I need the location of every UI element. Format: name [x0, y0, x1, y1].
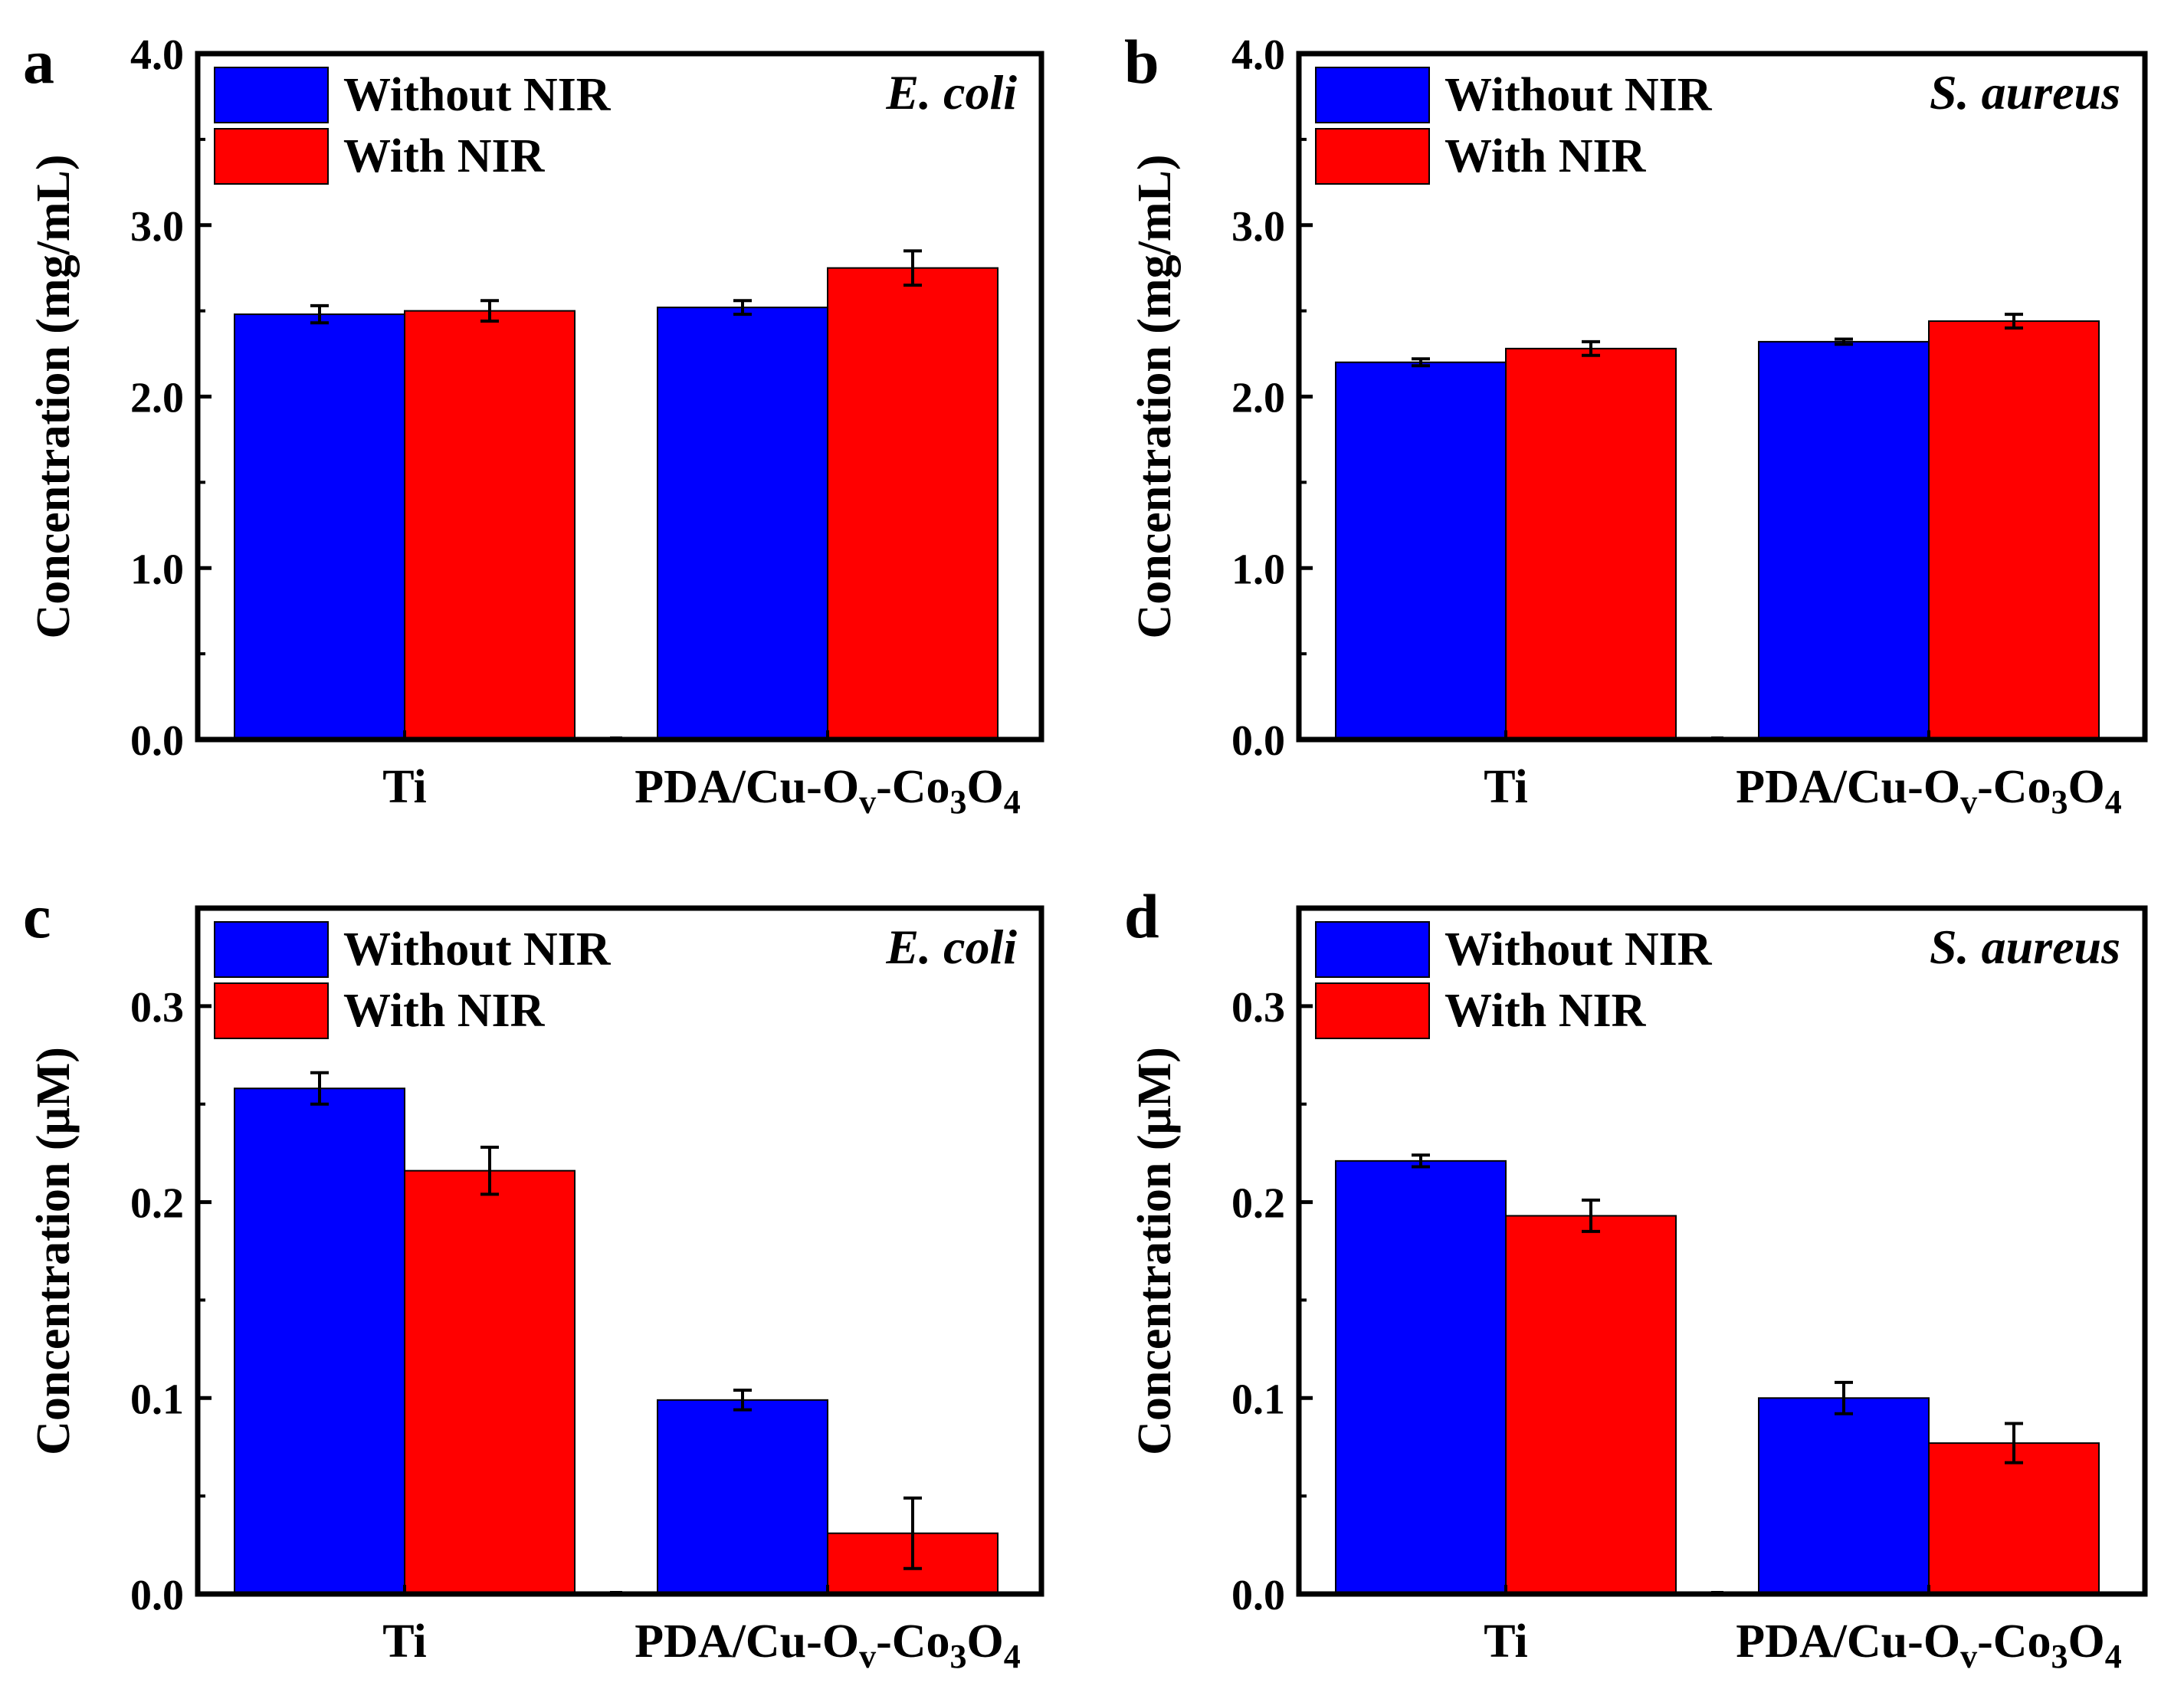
- category-label: PDA/Cu-Ov-Co3O4: [1736, 761, 2121, 821]
- category-label: PDA/Cu-Ov-Co3O4: [635, 761, 1020, 821]
- legend-swatch-with-nir: [1315, 982, 1430, 1039]
- y-axis-title: Concentration (mg/mL): [28, 155, 80, 639]
- legend-swatch-without-nir: [1315, 921, 1430, 978]
- category-label: Ti: [382, 1615, 426, 1668]
- panel-letter: c: [23, 881, 51, 951]
- y-tick-label: 3.0: [130, 203, 184, 251]
- y-tick-label: 2.0: [130, 375, 184, 422]
- y-tick-label: 0.2: [130, 1180, 184, 1228]
- y-tick-label: 0.1: [1231, 1376, 1285, 1423]
- category-label: Ti: [382, 761, 426, 813]
- y-tick-label: 2.0: [1231, 375, 1285, 422]
- bar-without-nir-1: [1758, 340, 1930, 740]
- legend-label-without-nir: Without NIR: [1445, 923, 1713, 976]
- y-axis-title: Concentration (μM): [1129, 1047, 1181, 1455]
- organism-label: E. coli: [885, 920, 1017, 974]
- y-tick-label: 0.3: [130, 984, 184, 1032]
- plot-frame: [195, 51, 1044, 743]
- y-tick-label: 0.0: [130, 717, 184, 765]
- panel-letter: a: [23, 27, 54, 97]
- y-tick-label: 1.0: [1231, 546, 1285, 593]
- organism-label: S. aureus: [1930, 920, 2120, 974]
- y-tick-label: 0.0: [1231, 717, 1285, 765]
- plot-frame: [1296, 905, 2148, 1597]
- category-label: Ti: [1484, 761, 1527, 813]
- legend-label-without-nir: Without NIR: [1445, 69, 1713, 121]
- bar-without-nir-1: [657, 307, 828, 740]
- panel-letter: d: [1124, 881, 1159, 951]
- bar-without-nir-1: [657, 1399, 828, 1596]
- legend-swatch-without-nir: [214, 67, 329, 123]
- organism-label: S. aureus: [1930, 65, 2120, 120]
- legend-label-without-nir: Without NIR: [343, 69, 612, 121]
- bar-without-nir-1: [1758, 1397, 1930, 1596]
- organism-label: E. coli: [885, 65, 1017, 120]
- plot-frame: [195, 905, 1044, 1597]
- legend-swatch-with-nir: [1315, 128, 1430, 185]
- chart-panel-b: b Ti PDA/Cu-Ov-Co3O4 0.0 1.0 2.0 3.0 4.0 Concent…: [1124, 27, 2148, 821]
- bar-with-nir-0: [404, 1169, 576, 1595]
- bar-without-nir-0: [234, 313, 405, 741]
- bar-with-nir-0: [404, 310, 576, 740]
- legend-swatch-without-nir: [1315, 67, 1430, 123]
- bar-with-nir-1: [827, 267, 999, 740]
- bar-with-nir-0: [1505, 1215, 1677, 1595]
- bar-without-nir-0: [234, 1087, 405, 1596]
- bar-without-nir-0: [1335, 1159, 1507, 1596]
- legend-label-with-nir: With NIR: [1445, 985, 1647, 1037]
- bar-without-nir-0: [1335, 361, 1507, 740]
- y-tick-label: 0.3: [1231, 984, 1285, 1032]
- legend-label-with-nir: With NIR: [343, 130, 546, 182]
- y-axis-title: Concentration (μM): [28, 1047, 80, 1455]
- y-tick-label: 4.0: [1231, 31, 1285, 79]
- category-label: Ti: [1484, 1615, 1527, 1668]
- legend-swatch-without-nir: [214, 921, 329, 978]
- legend-label-without-nir: Without NIR: [343, 923, 612, 976]
- category-label: PDA/Cu-Ov-Co3O4: [1736, 1615, 2121, 1675]
- chart-panel-a: a Ti PDA/Cu-Ov-Co3O4 0.0 1.0 2.0 3.0 4.0 Concent…: [23, 27, 1044, 821]
- chart-panel-c: c Ti PDA/Cu-Ov-Co3O4 0.0 0.1 0.2 0.3 Concentrat…: [23, 881, 1044, 1675]
- y-axis-title: Concentration (mg/mL): [1129, 155, 1181, 639]
- y-tick-label: 1.0: [130, 546, 184, 593]
- y-tick-label: 4.0: [130, 31, 184, 79]
- panel-letter: b: [1124, 27, 1159, 97]
- y-tick-label: 0.0: [1231, 1572, 1285, 1619]
- legend-label-with-nir: With NIR: [343, 985, 546, 1037]
- legend-label-with-nir: With NIR: [1445, 130, 1647, 182]
- y-tick-label: 3.0: [1231, 203, 1285, 251]
- y-tick-label: 0.1: [130, 1376, 184, 1423]
- chart-panel-d: d Ti PDA/Cu-Ov-Co3O4 0.0 0.1 0.2 0.3 Concentrat…: [1124, 881, 2148, 1675]
- y-tick-label: 0.2: [1231, 1180, 1285, 1228]
- legend-swatch-with-nir: [214, 128, 329, 185]
- plot-frame: [1296, 51, 2148, 743]
- category-label: PDA/Cu-Ov-Co3O4: [635, 1615, 1020, 1675]
- bar-with-nir-1: [1928, 320, 2100, 740]
- bar-with-nir-1: [1928, 1442, 2100, 1595]
- legend-swatch-with-nir: [214, 982, 329, 1039]
- bar-with-nir-0: [1505, 347, 1677, 740]
- y-tick-label: 0.0: [130, 1572, 184, 1619]
